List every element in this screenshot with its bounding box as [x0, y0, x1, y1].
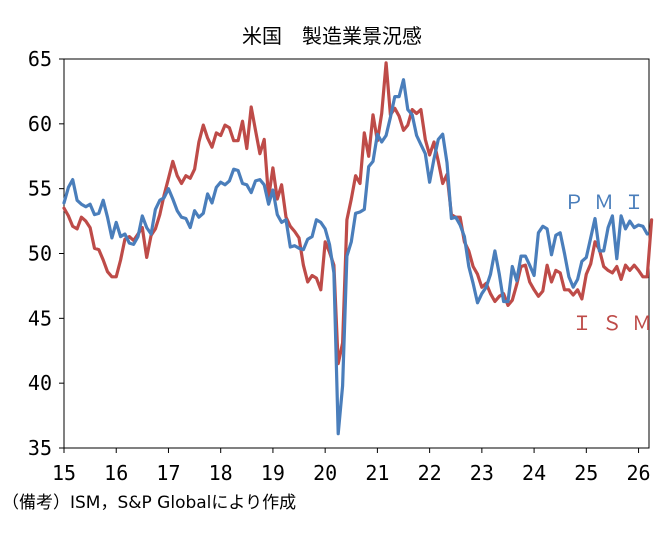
- y-tick-label: 55: [28, 177, 52, 201]
- series-label-ism: ＩＳＭ: [572, 311, 662, 335]
- series-line-pmi: [62, 78, 649, 436]
- x-tick-label: 16: [104, 461, 128, 485]
- series-layer: [62, 61, 654, 436]
- plot-frame: [63, 58, 650, 449]
- series-line-ism: [62, 61, 654, 366]
- x-tick-label: 22: [418, 461, 442, 485]
- x-tick-label: 21: [365, 461, 389, 485]
- x-tick-label: 25: [574, 461, 598, 485]
- y-tick-label: 45: [28, 306, 52, 330]
- x-tick-label: 15: [52, 461, 76, 485]
- y-tick-label: 65: [28, 47, 52, 71]
- chart-title: 米国 製造業景況感: [242, 24, 422, 48]
- y-tick-label: 60: [28, 112, 52, 136]
- x-tick-label: 26: [627, 461, 651, 485]
- x-tick-label: 20: [313, 461, 337, 485]
- x-tick-label: 18: [209, 461, 233, 485]
- x-tick-label: 19: [261, 461, 285, 485]
- y-tick-label: 35: [28, 436, 52, 460]
- y-tick-label: 40: [28, 371, 52, 395]
- x-tick-label: 17: [156, 461, 180, 485]
- x-tick-label: 24: [522, 461, 546, 485]
- axes: 35 40 45 50 55 60 65 15 16 17 18 19 20 21 22 23 24 25 26: [28, 47, 651, 485]
- x-tick-label: 23: [470, 461, 494, 485]
- source-note: （備考）ISM，S&P Globalにより作成: [2, 493, 297, 513]
- y-tick-label: 50: [28, 242, 52, 266]
- series-label-pmi: ＰＭＩ: [564, 190, 654, 214]
